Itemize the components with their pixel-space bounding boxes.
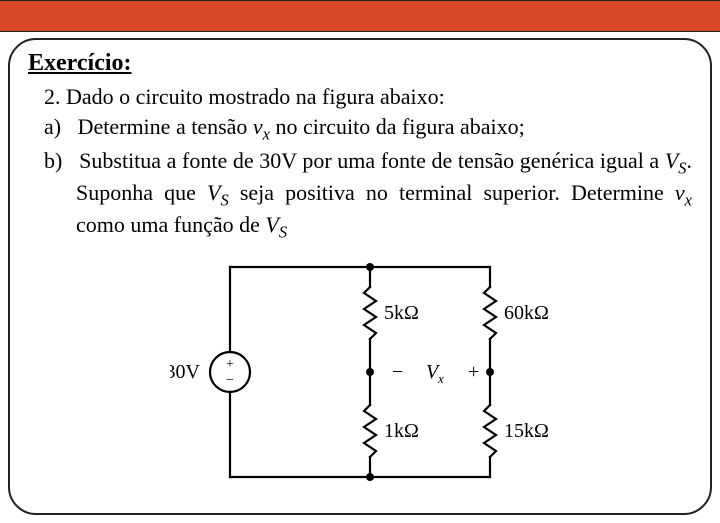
item-b-label: b) (44, 148, 62, 173)
accent-bar (0, 0, 720, 32)
exercise-heading: Exercício: (28, 50, 692, 77)
r-60k-label: 60kΩ (504, 302, 549, 324)
item-b-var2: V (207, 180, 220, 205)
r-1k-label: 1kΩ (384, 420, 419, 442)
vx-plus: + (468, 361, 479, 383)
item-b: b) Substitua a fonte de 30V por uma font… (28, 147, 692, 243)
vx-minus: − (392, 361, 403, 383)
item-b-var3: v (675, 180, 685, 205)
item-a-post: no circuito da figura abaixo; (270, 114, 525, 139)
r-5k-label: 5kΩ (384, 302, 419, 324)
item-b-sub3: x (685, 190, 692, 209)
item-a-var: v (253, 114, 263, 139)
item-b-t4: como uma função de (76, 212, 265, 237)
item-b-sub2: S (220, 190, 228, 209)
circuit-diagram: 30V + − 5kΩ 60kΩ 1kΩ 15kΩ − V x + (170, 247, 550, 495)
question-intro: 2. Dado o circuito mostrado na figura ab… (28, 83, 692, 111)
r-15k-label: 15kΩ (504, 420, 549, 442)
source-label: 30V (170, 361, 201, 383)
item-a: a) Determine a tensão vx no circuito da … (28, 113, 692, 145)
item-b-t1: Substitua a fonte de 30V por uma fonte d… (79, 148, 665, 173)
item-b-sub1: S (678, 158, 686, 177)
content-frame: Exercício: 2. Dado o circuito mostrado n… (8, 38, 712, 515)
exercise-body: 2. Dado o circuito mostrado na figura ab… (28, 83, 692, 243)
source-minus: − (226, 373, 234, 388)
item-b-sub4: S (279, 222, 287, 241)
item-b-var4: V (265, 212, 278, 237)
vx-sub: x (437, 371, 444, 386)
item-b-t3: seja positiva no terminal superior. Dete… (229, 180, 675, 205)
q-text: Dado o circuito mostrado na figura abaix… (66, 84, 445, 109)
source-plus: + (226, 357, 234, 372)
item-a-sub: x (263, 124, 270, 143)
item-b-var1: V (665, 148, 678, 173)
q-number: 2. (44, 84, 66, 109)
circuit-wrap: 30V + − 5kΩ 60kΩ 1kΩ 15kΩ − V x + (28, 247, 692, 495)
item-a-label: a) (44, 114, 61, 139)
item-a-pre: Determine a tensão (78, 114, 253, 139)
